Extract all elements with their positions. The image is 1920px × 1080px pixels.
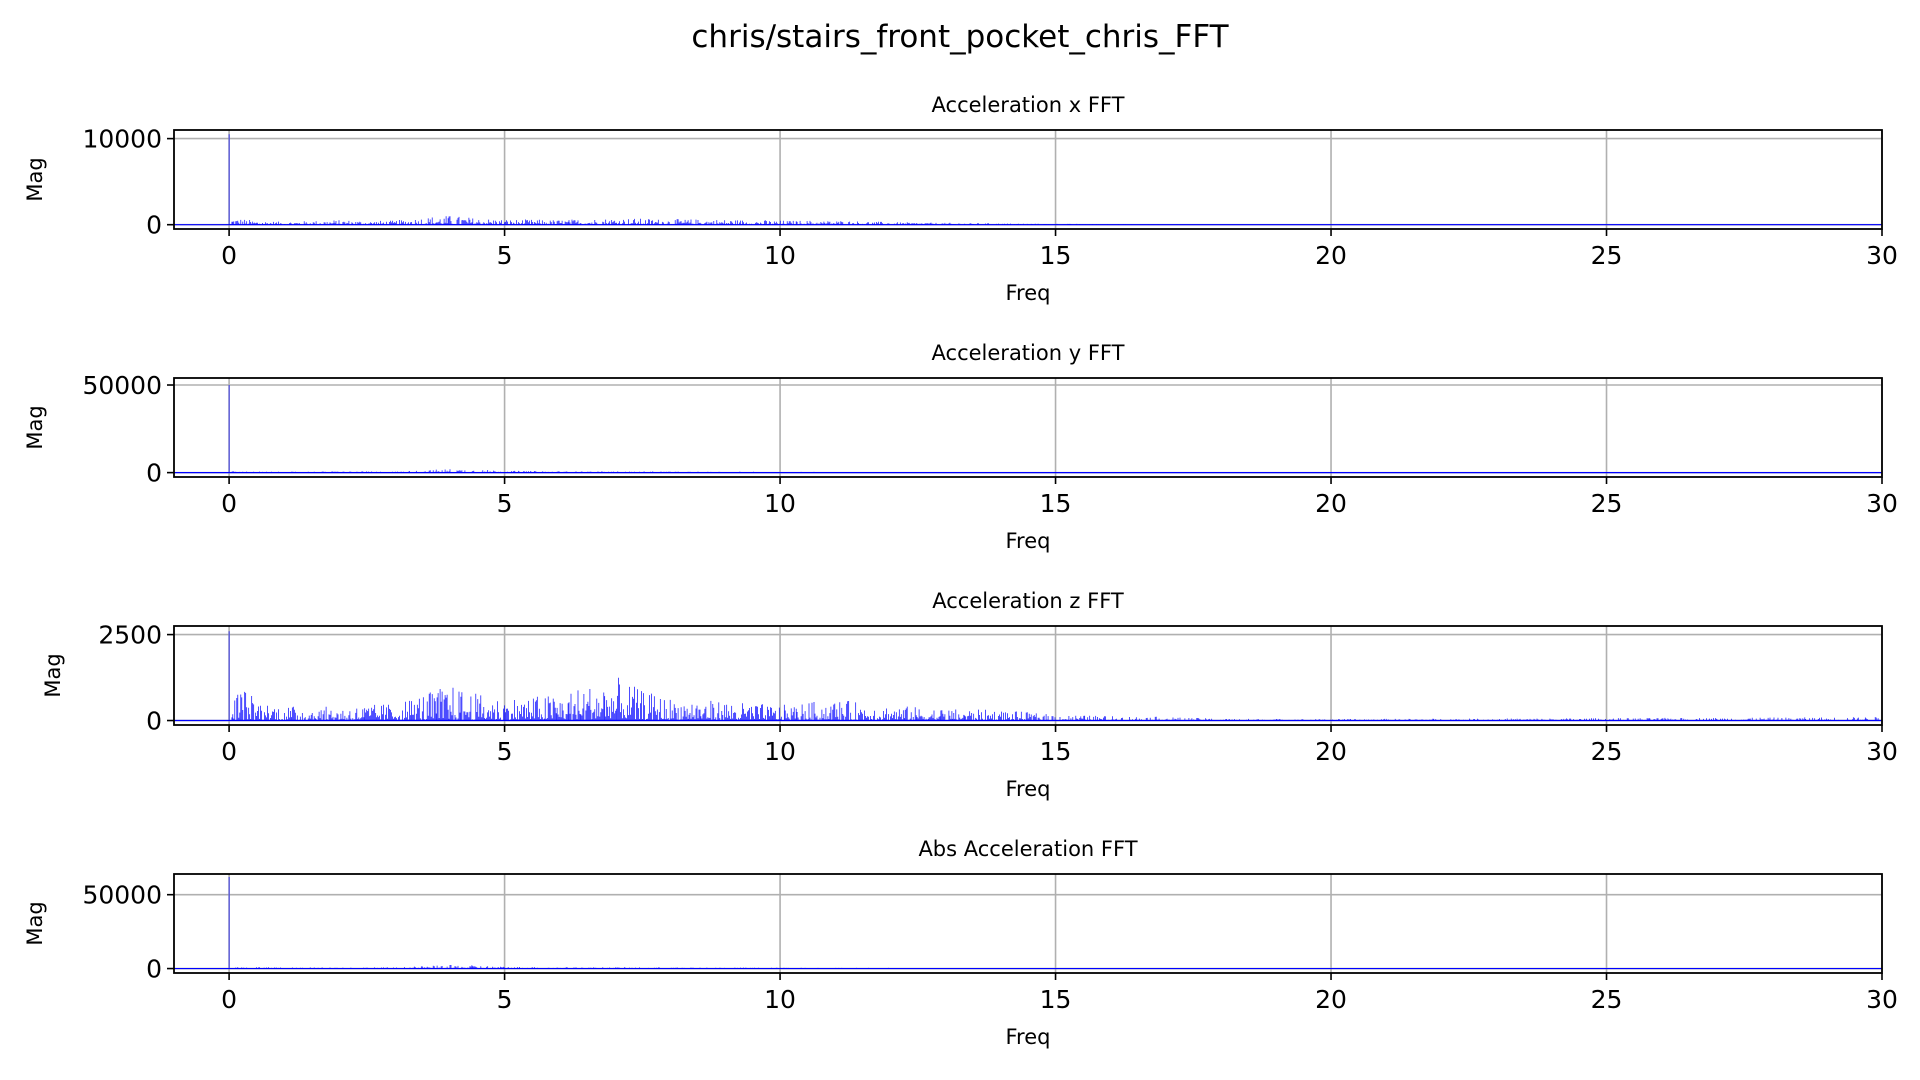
figure-title: chris/stairs_front_pocket_chris_FFT (691, 19, 1229, 55)
x-tick-label: 20 (1315, 241, 1347, 270)
x-tick-label: 0 (221, 241, 237, 270)
y-axis-label: Mag (41, 653, 65, 697)
x-axis-label: Freq (1006, 281, 1051, 305)
y-axis-label: Mag (23, 157, 47, 201)
x-tick-label: 30 (1866, 489, 1898, 518)
x-axis-label: Freq (1006, 529, 1051, 553)
grid (174, 130, 1883, 229)
x-tick-label: 30 (1866, 985, 1898, 1014)
y-tick-label: 10000 (82, 125, 162, 154)
x-tick-label: 25 (1591, 489, 1623, 518)
x-tick-label: 0 (221, 489, 237, 518)
axes-frame (173, 129, 1883, 230)
x-tick-label: 20 (1315, 737, 1347, 766)
x-axis-label: Freq (1006, 777, 1051, 801)
x-tick-label: 10 (764, 985, 796, 1014)
y-axis-label: Mag (23, 901, 47, 945)
grid (174, 874, 1883, 973)
subplot-4: Abs Acceleration FFT 0 5 10 15 20 25 30 0 50000 Fr… (23, 837, 1898, 1049)
y-tick-label: 0 (146, 211, 162, 240)
subplot-title: Acceleration y FFT (932, 341, 1125, 365)
x-tick-label: 15 (1040, 737, 1072, 766)
x-tick-label: 25 (1591, 985, 1623, 1014)
y-tick-label: 0 (146, 955, 162, 984)
y-tick-label: 2500 (98, 621, 162, 650)
y-tick-label: 0 (146, 459, 162, 488)
x-tick-label: 10 (764, 737, 796, 766)
x-axis-label: Freq (1006, 1025, 1051, 1049)
x-tick-label: 5 (497, 985, 513, 1014)
subplot-1: Acceleration x FFT 0 5 10 15 20 25 30 0 10000 Freq… (23, 93, 1898, 305)
x-tick-label: 15 (1040, 985, 1072, 1014)
x-tick-label: 30 (1866, 241, 1898, 270)
x-tick-label: 5 (497, 241, 513, 270)
x-tick-label: 25 (1591, 737, 1623, 766)
x-tick-label: 0 (221, 737, 237, 766)
subplot-title: Abs Acceleration FFT (918, 837, 1137, 861)
axes-frame (173, 377, 1883, 478)
x-tick-label: 15 (1040, 489, 1072, 518)
x-tick-label: 25 (1591, 241, 1623, 270)
x-tick-label: 5 (497, 489, 513, 518)
x-tick-label: 20 (1315, 489, 1347, 518)
x-tick-label: 30 (1866, 737, 1898, 766)
axes-frame (173, 873, 1883, 974)
x-tick-label: 20 (1315, 985, 1347, 1014)
x-tick-label: 0 (221, 985, 237, 1014)
axes-frame (173, 625, 1883, 726)
subplot-3: Acceleration z FFT 0 5 10 15 20 25 30 0 2500 Freq M… (41, 589, 1898, 801)
x-tick-label: 10 (764, 489, 796, 518)
x-tick-label: 10 (764, 241, 796, 270)
subplot-2: Acceleration y FFT 0 5 10 15 20 25 30 0 50000 Freq… (23, 341, 1898, 553)
y-tick-label: 50000 (82, 371, 162, 400)
subplot-title: Acceleration z FFT (932, 589, 1124, 613)
y-tick-label: 0 (146, 707, 162, 736)
y-axis-label: Mag (23, 405, 47, 449)
x-tick-label: 15 (1040, 241, 1072, 270)
subplot-title: Acceleration x FFT (932, 93, 1125, 117)
grid (174, 378, 1883, 477)
y-tick-label: 50000 (82, 881, 162, 910)
x-tick-label: 5 (497, 737, 513, 766)
